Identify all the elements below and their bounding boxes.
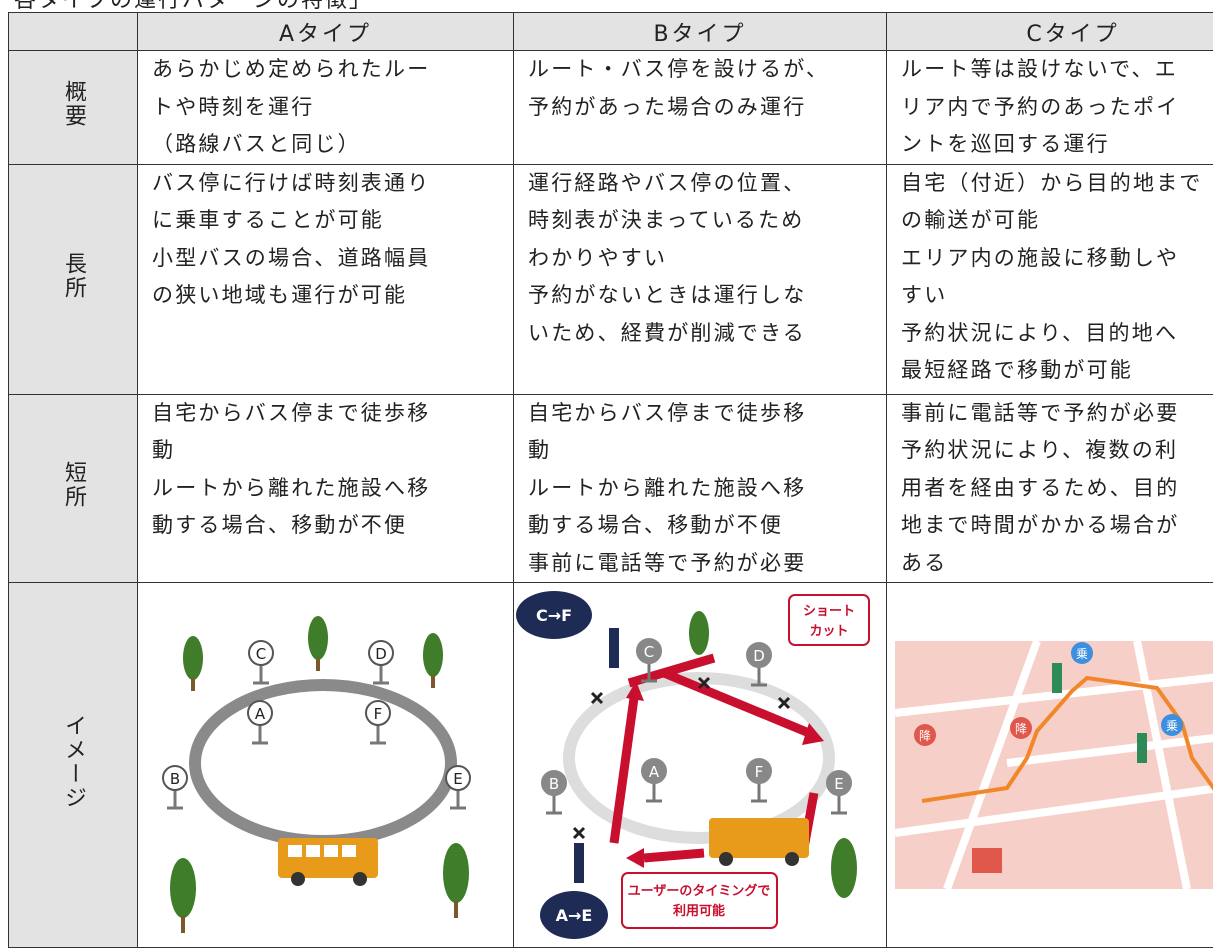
cell: ルート・バス停を設けるが、予約があった場合のみ運行 — [514, 51, 887, 165]
cell-line: 動する場合、移動が不便 — [528, 507, 878, 545]
row-label: 長所 — [9, 164, 138, 394]
cell: ルート等は設けないで、エリア内で予約のあったポイントを巡回する運行 — [887, 51, 1213, 165]
cell-line: 予約状況により、目的地へ — [901, 315, 1213, 353]
cell-line: トや時刻を運行 — [152, 89, 505, 127]
stop-label: D — [375, 645, 387, 663]
stop-label: F — [374, 705, 383, 723]
cell-line: 予約があった場合のみ運行 — [528, 89, 878, 127]
stop-label: D — [753, 647, 765, 665]
stop-label: C — [644, 643, 654, 661]
cell-line: すい — [901, 277, 1213, 315]
cell-line: （路線バスと同じ） — [152, 126, 505, 164]
cell-line: 用者を経由するため、目的 — [901, 470, 1213, 508]
column-header: Aタイプ — [138, 13, 514, 51]
stop-label: B — [549, 775, 559, 793]
icon-label: 降 — [1015, 722, 1027, 736]
cell-line: エリア内の施設に移動しや — [901, 240, 1213, 278]
stop-label: C — [256, 645, 266, 663]
cell-line: ある — [901, 545, 1213, 583]
image-cell: A B C D E F — [138, 583, 514, 948]
cell-line: わかりやすい — [528, 240, 878, 278]
cell-line: あらかじめ定められたルー — [152, 51, 505, 89]
cell-line: 動する場合、移動が不便 — [152, 507, 505, 545]
cell: バス停に行けば時刻表通りに乗車することが可能小型バスの場合、道路幅員の狭い地域も… — [138, 164, 514, 394]
cell: 運行経路やバス停の位置、時刻表が決まっているためわかりやすい予約がないときは運行… — [514, 164, 887, 394]
cell-line: 自宅からバス停まで徒歩移 — [528, 395, 878, 433]
cell: 事前に電話等で予約が必要予約状況により、複数の利用者を経由するため、目的地まで時… — [887, 394, 1213, 583]
icon-label: 降 — [919, 729, 931, 743]
cell: あらかじめ定められたルートや時刻を運行（路線バスと同じ） — [138, 51, 514, 165]
cell-line: ルートから離れた施設へ移 — [528, 470, 878, 508]
icon-label: 乗 — [1166, 719, 1178, 733]
stop-label: A — [649, 763, 660, 781]
row-label: 概要 — [9, 51, 138, 165]
cell-line: 予約がないときは運行しな — [528, 277, 878, 315]
cell: 自宅からバス停まで徒歩移動ルートから離れた施設へ移動する場合、移動が不便 — [138, 394, 514, 583]
column-header: Bタイプ — [514, 13, 887, 51]
cell-line: に乗車することが可能 — [152, 202, 505, 240]
cell-line: 自宅（付近）から目的地まで — [901, 165, 1213, 203]
stop-label: E — [834, 775, 843, 793]
cell-line: ントを巡回する運行 — [901, 126, 1213, 164]
cell-line: 地まで時間がかかる場合が — [901, 507, 1213, 545]
cell-line: 動 — [152, 432, 505, 470]
cell-line: 事前に電話等で予約が必要 — [528, 545, 878, 583]
callout: A→E — [556, 906, 593, 925]
cell-line: 動 — [528, 432, 878, 470]
cell-line: 最短経路で移動が可能 — [901, 352, 1213, 390]
user-note: ユーザーのタイミングで — [628, 883, 771, 899]
cell-line: 事前に電話等で予約が必要 — [901, 395, 1213, 433]
stop-label: F — [755, 763, 764, 781]
cell-line: の輸送が可能 — [901, 202, 1213, 240]
label-text: 概要 — [57, 80, 89, 128]
callout: C→F — [536, 606, 572, 625]
row-label: 短所 — [9, 394, 138, 583]
stop-label: A — [255, 705, 266, 723]
corner — [9, 13, 138, 51]
cell-line: ルートから離れた施設へ移 — [152, 470, 505, 508]
column-header: Cタイプ — [887, 13, 1213, 51]
cell-line: の狭い地域も運行が可能 — [152, 277, 505, 315]
row: 概要あらかじめ定められたルートや時刻を運行（路線バスと同じ）ルート・バス停を設け… — [9, 51, 1213, 165]
cell-line: 時刻表が決まっているため — [528, 202, 878, 240]
image-cell: 乗 乗 降 降 — [887, 583, 1213, 948]
icon-label: 乗 — [1076, 647, 1088, 661]
cell-line: 小型バスの場合、道路幅員 — [152, 240, 505, 278]
image-c: 乗 乗 降 降 — [887, 583, 1213, 943]
stop-label: E — [453, 770, 462, 788]
user-note: 利用可能 — [673, 903, 725, 919]
cell: 自宅（付近）から目的地までの輸送が可能エリア内の施設に移動しやすい予約状況により… — [887, 164, 1213, 394]
cell-line: 運行経路やバス停の位置、 — [528, 165, 878, 203]
cell-line: いため、経費が削減できる — [528, 315, 878, 353]
image-cell: C→F A→E ショート カット ユーザーのタイミングで 利用可能 A B C D E F — [514, 583, 887, 948]
cell-line: リア内で予約のあったポイ — [901, 89, 1213, 127]
shortcut: カット — [809, 624, 848, 639]
image-a: A B C D E F — [138, 583, 513, 943]
image-b: C→F A→E ショート カット ユーザーのタイミングで 利用可能 A B C D E F — [514, 583, 886, 943]
cell-line: ルート等は設けないで、エ — [901, 51, 1213, 89]
cell-line: 自宅からバス停まで徒歩移 — [152, 395, 505, 433]
shortcut: ショート — [803, 604, 855, 619]
label-text: 短所 — [57, 461, 89, 509]
cell-line: ルート・バス停を設けるが、 — [528, 51, 878, 89]
label-text: 長所 — [57, 252, 89, 300]
row: 短所自宅からバス停まで徒歩移動ルートから離れた施設へ移動する場合、移動が不便自宅… — [9, 394, 1213, 583]
row: 長所 バス停に行けば時刻表通りに乗車することが可能小型バスの場合、道路幅員の狭い地… — [9, 164, 1213, 394]
stop-label: B — [170, 770, 180, 788]
row-label: イメージ — [9, 583, 138, 948]
cell-line: バス停に行けば時刻表通り — [152, 165, 505, 203]
cell: 自宅からバス停まで徒歩移動ルートから離れた施設へ移動する場合、移動が不便事前に電… — [514, 394, 887, 583]
cell-line: 予約状況により、複数の利 — [901, 432, 1213, 470]
label-text: イメージ — [57, 714, 89, 810]
